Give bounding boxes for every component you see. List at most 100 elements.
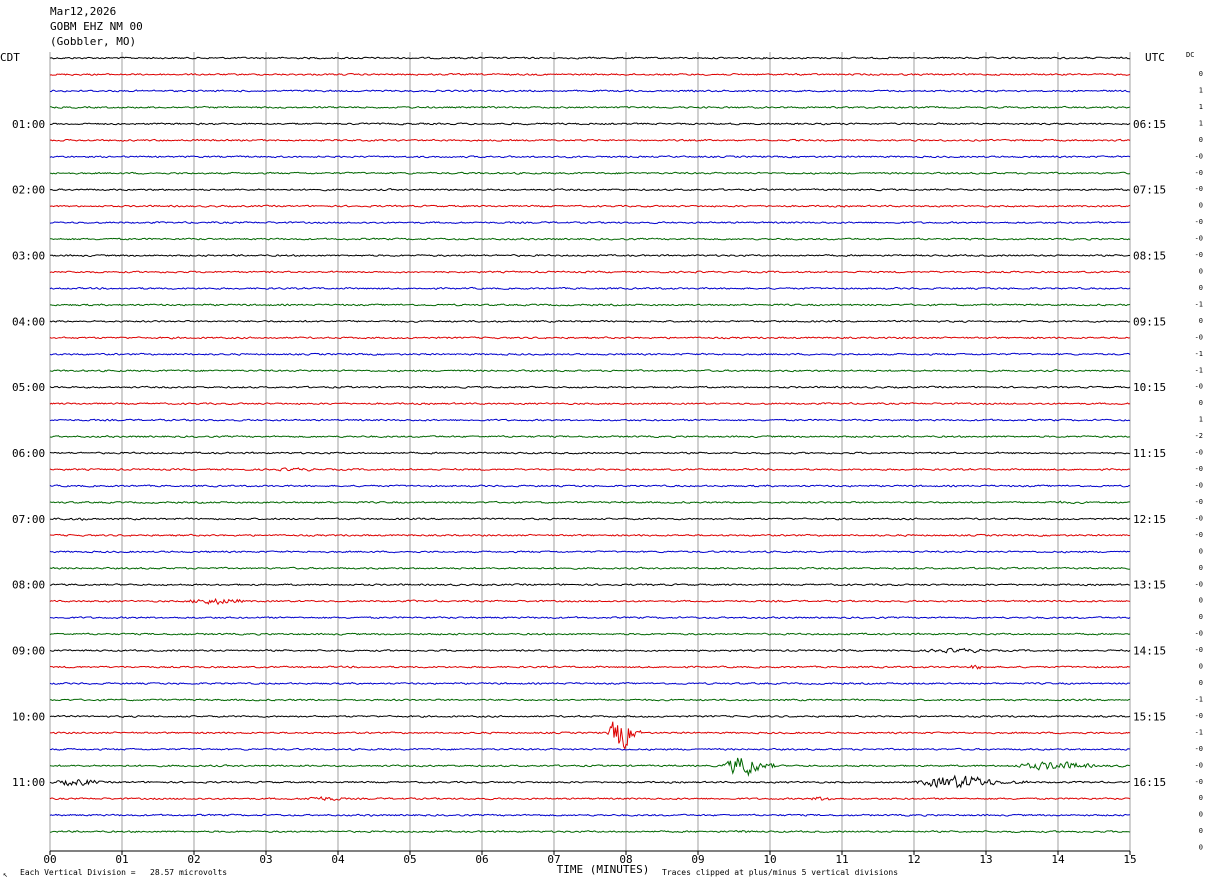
dc-offset-value: 0 (1199, 794, 1203, 802)
trace-row (49, 533, 1131, 537)
dc-offset-value: 0 (1199, 827, 1203, 835)
trace-row (49, 89, 1131, 93)
trace-row (49, 336, 1131, 340)
x-tick-label: 01 (115, 853, 128, 866)
right-hour-label: 10:15 (1133, 381, 1166, 394)
trace-row (49, 319, 1131, 323)
trace-row (49, 72, 1131, 76)
dc-offset-value: -0 (1195, 218, 1203, 226)
dc-offset-labels: 0 1 1 1 0 -0 -0 -0 0 -0 -0 -0 0 0 -1 0 -0 -1 -1 -0 0 1 -2 -0 -0 -… (1195, 70, 1203, 852)
right-hour-label: 06:15 (1133, 118, 1166, 131)
dc-offset-value: -0 (1195, 778, 1203, 786)
dc-offset-value: 0 (1199, 317, 1203, 325)
x-tick-label: 06 (475, 853, 488, 866)
trace-row (49, 352, 1131, 356)
left-hour-label: 10:00 (12, 710, 45, 723)
dc-offset-value: 0 (1199, 597, 1203, 605)
dc-offset-value: -0 (1195, 580, 1203, 588)
dc-offset-value: -0 (1195, 333, 1203, 341)
left-hour-label: 04:00 (12, 315, 45, 328)
time-axis-ticks: 00 01 02 03 04 05 06 07 08 09 10 11 12 13 14 15 (43, 850, 1137, 866)
x-tick-label: 04 (331, 853, 345, 866)
trace-row (49, 188, 1131, 192)
left-hour-label: 02:00 (12, 184, 45, 197)
x-axis-label: TIME (MINUTES) (557, 863, 650, 876)
corner-mark: ↖ (3, 870, 8, 879)
dc-offset-value: 0 (1199, 564, 1203, 572)
dc-offset-value: -0 (1195, 745, 1203, 753)
trace-row (49, 270, 1131, 274)
right-hour-label: 14:15 (1133, 645, 1166, 658)
trace-row (49, 747, 1131, 751)
trace-row (49, 204, 1131, 208)
trace-row (49, 484, 1130, 488)
trace-row (49, 467, 1131, 472)
dc-offset-value: 1 (1199, 119, 1203, 127)
left-hour-label: 11:00 (12, 776, 45, 789)
left-hour-label: 01:00 (12, 118, 45, 131)
seismic-traces (49, 56, 1131, 834)
dc-offset-value: 0 (1199, 547, 1203, 555)
hour-labels: 01:00 06:15 02:00 07:15 03:00 08:15 04:00 09:15… (12, 118, 1166, 789)
x-tick-label: 11 (835, 853, 848, 866)
trace-row (49, 435, 1130, 439)
trace-row (49, 155, 1131, 159)
trace-row (49, 550, 1131, 554)
x-tick-label: 02 (187, 853, 200, 866)
left-hour-label: 07:00 (12, 513, 45, 526)
x-tick-label: 05 (403, 853, 416, 866)
dc-offset-value: -0 (1195, 449, 1203, 457)
right-hour-label: 11:15 (1133, 447, 1166, 460)
dc-offset-value: 1 (1199, 86, 1203, 94)
dc-offset-value: 0 (1199, 399, 1203, 407)
dc-offset-value: -0 (1195, 761, 1203, 769)
station-code: GOBM EHZ NM 00 (50, 20, 143, 33)
x-tick-label: 00 (43, 853, 56, 866)
dc-offset-value: -2 (1195, 432, 1203, 440)
trace-row (49, 714, 1131, 718)
dc-offset-value: 0 (1199, 268, 1203, 276)
dc-offset-value: 0 (1199, 70, 1203, 78)
trace-row (49, 369, 1131, 373)
x-tick-label: 09 (691, 853, 704, 866)
trace-row (49, 122, 1131, 126)
trace-row (49, 632, 1131, 636)
dc-offset-value: -0 (1195, 712, 1203, 720)
left-hour-label: 06:00 (12, 447, 45, 460)
right-hour-label: 13:15 (1133, 579, 1166, 592)
x-tick-label: 14 (1051, 853, 1065, 866)
trace-row (49, 451, 1131, 455)
right-hour-label: 16:15 (1133, 776, 1166, 789)
dc-offset-value: -0 (1195, 465, 1203, 473)
trace-row (49, 517, 1131, 521)
x-tick-label: 03 (259, 853, 272, 866)
trace-row (49, 616, 1131, 620)
trace-row (49, 813, 1131, 817)
x-tick-label: 07 (547, 853, 560, 866)
dc-offset-value: -0 (1195, 514, 1203, 522)
left-hour-label: 09:00 (12, 645, 45, 658)
left-hour-label: 08:00 (12, 579, 45, 592)
dc-offset-value: -0 (1195, 646, 1203, 654)
trace-row (49, 830, 1131, 834)
x-tick-label: 15 (1123, 853, 1136, 866)
dc-offset-value: 0 (1199, 613, 1203, 621)
trace-row (49, 56, 1131, 60)
dc-offset-value: 0 (1199, 679, 1203, 687)
trace-row (49, 698, 1131, 702)
trace-row (50, 254, 1131, 258)
trace-row (50, 721, 1131, 751)
dc-offset-value: -0 (1195, 383, 1203, 391)
right-timezone-label: UTC (1145, 51, 1165, 64)
dc-offset-value: 0 (1199, 811, 1203, 819)
vertical-division-note: Each Vertical Division = 28.57 microvolt… (20, 868, 227, 877)
dc-offset-value: -0 (1195, 185, 1203, 193)
left-timezone-label: CDT (0, 51, 20, 64)
dc-offset-value: -0 (1195, 169, 1203, 177)
x-tick-label: 08 (619, 853, 632, 866)
dc-offset-value: 1 (1199, 416, 1203, 424)
dc-offset-value: -0 (1195, 498, 1203, 506)
dc-offset-value: -0 (1195, 630, 1203, 638)
trace-row (49, 796, 1131, 801)
trace-row (50, 237, 1131, 241)
